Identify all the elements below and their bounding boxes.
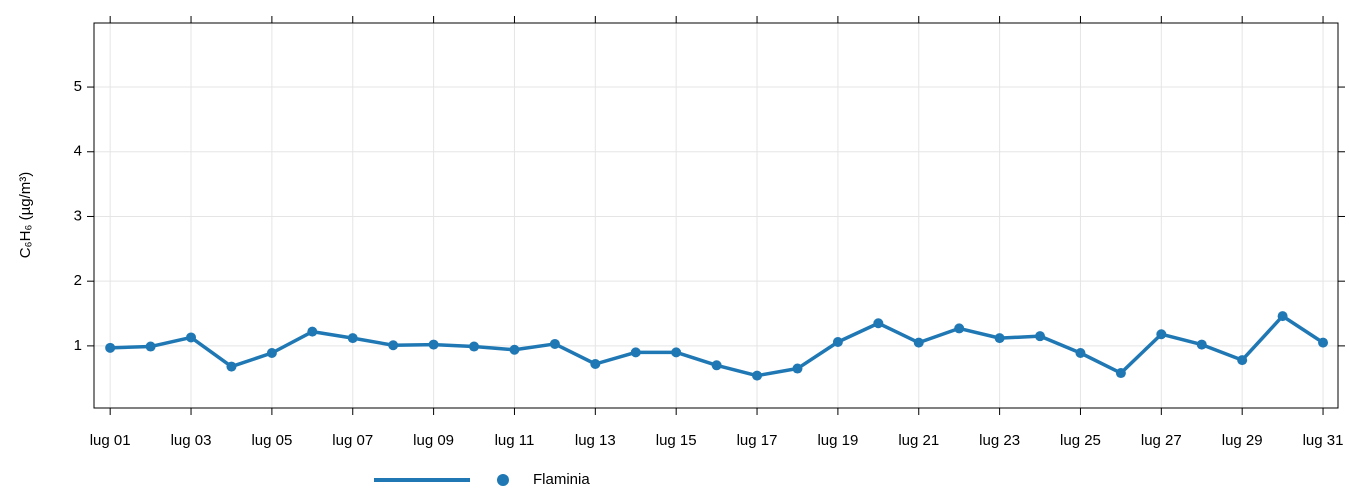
- data-point: [994, 333, 1005, 344]
- data-point: [752, 370, 763, 381]
- x-tick-label: lug 11: [495, 432, 535, 449]
- data-point: [792, 363, 803, 374]
- data-point: [307, 326, 318, 337]
- data-point: [428, 339, 439, 350]
- data-point: [671, 347, 682, 358]
- x-tick-label: lug 19: [817, 432, 858, 449]
- x-tick-label: lug 13: [575, 432, 616, 449]
- data-point: [105, 342, 116, 353]
- x-tick-label: lug 31: [1303, 432, 1344, 449]
- data-point: [832, 337, 843, 347]
- data-point: [630, 347, 641, 358]
- y-axis-label: C₆H₆ (µg/m³): [17, 172, 34, 259]
- data-point: [388, 340, 399, 351]
- y-tick-label: 4: [74, 143, 82, 160]
- legend-label: Flaminia: [533, 471, 590, 488]
- x-tick-label: lug 27: [1141, 432, 1182, 449]
- y-tick-label: 5: [74, 78, 82, 95]
- plot-frame: [93, 22, 1339, 409]
- data-point: [1318, 337, 1329, 348]
- data-point: [1237, 355, 1248, 366]
- data-point: [1156, 329, 1167, 340]
- data-point: [873, 318, 884, 329]
- data-point: [1277, 311, 1288, 322]
- legend-marker: [497, 474, 509, 486]
- x-tick-label: lug 23: [979, 432, 1020, 449]
- y-tick-label: 1: [74, 337, 82, 354]
- data-point: [469, 341, 480, 352]
- y-tick-label: 2: [74, 272, 82, 289]
- data-point: [145, 341, 156, 352]
- data-point: [1196, 339, 1207, 350]
- data-point: [913, 337, 924, 348]
- x-tick-label: lug 07: [332, 432, 373, 449]
- data-point: [266, 348, 277, 358]
- y-tick-label: 3: [74, 207, 82, 224]
- x-tick-label: lug 15: [656, 432, 697, 449]
- data-point: [226, 361, 237, 372]
- data-point: [590, 359, 601, 369]
- x-tick-label: lug 05: [251, 432, 292, 449]
- x-tick-label: lug 17: [737, 432, 778, 449]
- x-tick-label: lug 03: [171, 432, 212, 449]
- data-point: [954, 323, 965, 334]
- data-point: [711, 360, 722, 371]
- x-tick-label: lug 21: [898, 432, 939, 449]
- data-point: [1075, 348, 1086, 358]
- data-point: [509, 344, 520, 355]
- x-tick-label: lug 01: [90, 432, 131, 449]
- data-point: [549, 338, 560, 349]
- data-point: [347, 333, 358, 344]
- data-point: [186, 332, 197, 343]
- x-tick-label: lug 29: [1222, 432, 1263, 449]
- data-point: [1115, 368, 1126, 379]
- x-tick-label: lug 25: [1060, 432, 1101, 449]
- x-tick-label: lug 09: [413, 432, 454, 449]
- data-point: [1035, 331, 1046, 342]
